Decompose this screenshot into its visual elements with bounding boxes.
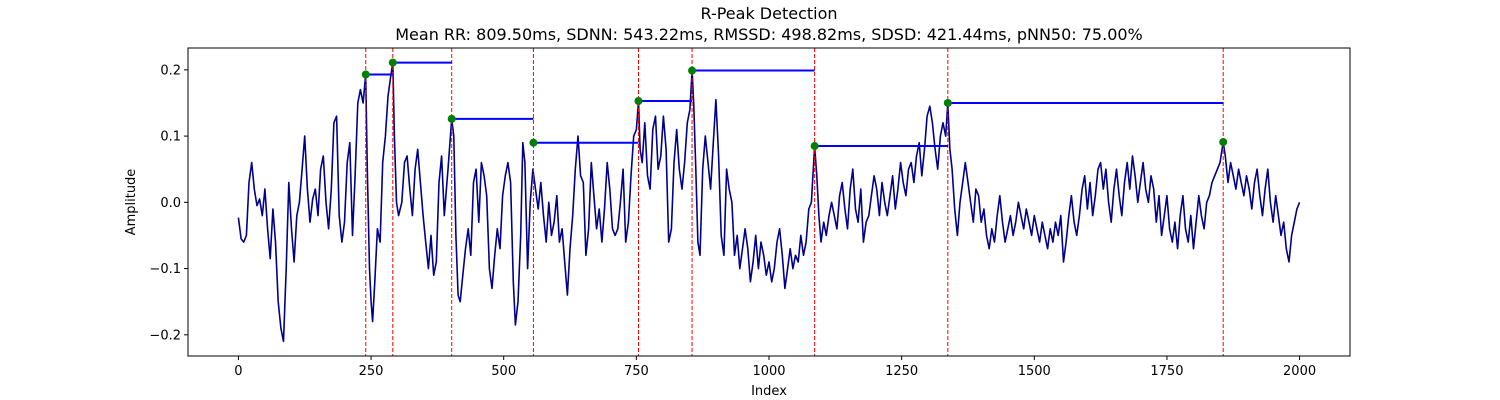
x-tick-label-1000: 1000 [752,364,785,379]
x-tick-label-2000: 2000 [1283,364,1316,379]
y-tick-label-0: −0.2 [149,328,181,343]
x-tick-label-0: 0 [234,364,242,379]
axis-ticks: 0 250 500 750 1000 1250 1500 1750 2000 −0.2 −0.1 0.… [149,63,1316,379]
x-axis-label: Index [751,384,787,399]
peak-marker-5 [634,96,643,105]
peak-marker-9 [1219,138,1228,147]
peak-marker-4 [529,138,538,147]
y-tick-label-3: 0.1 [160,130,181,145]
peak-marker-2 [388,58,397,67]
y-axis-label: Amplitude [124,169,139,236]
peak-marker-6 [688,66,697,75]
signal-line [237,61,1301,343]
peak-marker-3 [447,114,456,123]
peak-marker-1 [361,70,370,79]
x-tick-label-1250: 1250 [885,364,918,379]
x-tick-label-750: 750 [624,364,649,379]
y-tick-label-1: −0.1 [149,262,181,277]
axes-frame [187,47,1351,357]
y-tick-label-4: 0.2 [160,63,181,78]
plot-area [237,48,1301,356]
peak-marker-7 [810,142,819,151]
x-tick-label-1750: 1750 [1150,364,1183,379]
x-tick-label-500: 500 [491,364,516,379]
peak-marker-8 [943,98,952,107]
chart-title: R-Peak Detection [700,4,837,23]
y-tick-label-2: 0.0 [160,196,181,211]
x-tick-label-250: 250 [359,364,384,379]
x-tick-label-1500: 1500 [1018,364,1051,379]
chart-subtitle: Mean RR: 809.50ms, SDNN: 543.22ms, RMSSD… [395,25,1143,44]
